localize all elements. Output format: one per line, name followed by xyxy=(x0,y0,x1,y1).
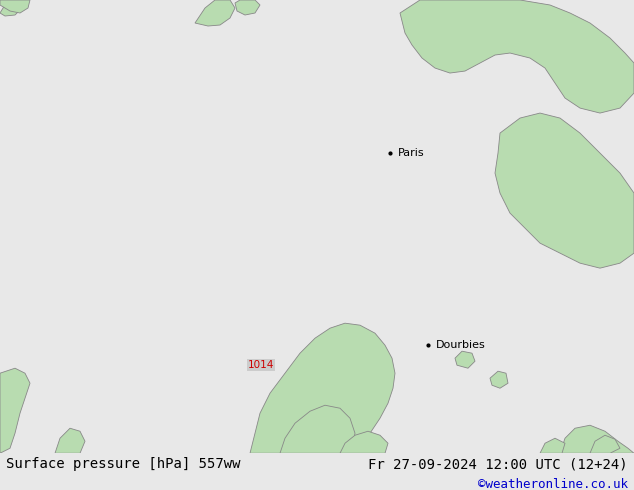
Polygon shape xyxy=(0,368,30,453)
Text: Paris: Paris xyxy=(398,148,425,158)
Text: Dourbies: Dourbies xyxy=(436,340,486,350)
Polygon shape xyxy=(560,425,634,453)
Polygon shape xyxy=(0,0,22,16)
Polygon shape xyxy=(235,0,260,15)
Polygon shape xyxy=(250,323,395,453)
Polygon shape xyxy=(455,351,475,368)
Polygon shape xyxy=(590,435,620,453)
Polygon shape xyxy=(280,405,355,453)
Polygon shape xyxy=(495,113,634,268)
Text: Fr 27-09-2024 12:00 UTC (12+24): Fr 27-09-2024 12:00 UTC (12+24) xyxy=(368,457,628,471)
Text: Surface pressure [hPa] 557ww: Surface pressure [hPa] 557ww xyxy=(6,457,241,471)
Polygon shape xyxy=(400,0,634,113)
Text: ©weatheronline.co.uk: ©weatheronline.co.uk xyxy=(477,478,628,490)
Polygon shape xyxy=(540,438,565,453)
Polygon shape xyxy=(195,0,235,26)
Polygon shape xyxy=(490,371,508,388)
Polygon shape xyxy=(340,431,388,453)
Polygon shape xyxy=(55,428,85,453)
Polygon shape xyxy=(0,0,30,13)
Text: 1014: 1014 xyxy=(248,360,275,370)
